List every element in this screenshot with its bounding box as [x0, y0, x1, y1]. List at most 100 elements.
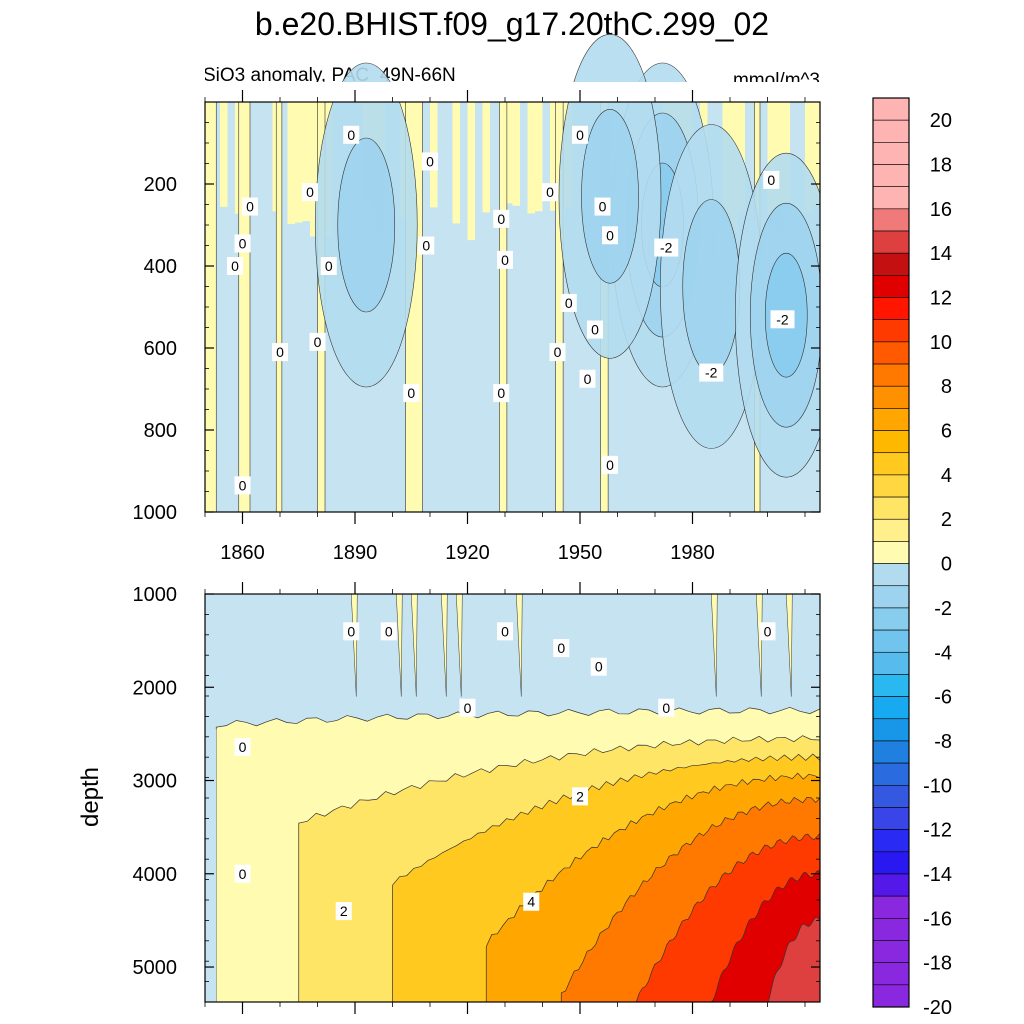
contour-label-box — [602, 226, 618, 245]
shallow-positive-patch — [452, 102, 460, 224]
contour-label: 0 — [497, 211, 505, 227]
colorbar-label: -14 — [923, 864, 952, 886]
contour-label: 0 — [239, 739, 247, 755]
x-tick-label: 1920 — [445, 542, 490, 564]
colorbar-segment — [872, 297, 910, 321]
colorbar-segment — [872, 186, 910, 210]
x-tick-label: 1890 — [333, 542, 378, 564]
colorbar-segment — [872, 430, 910, 454]
colorbar-segment — [872, 651, 910, 675]
colorbar-segment — [872, 718, 910, 742]
colorbar-segment — [872, 807, 910, 830]
mask-bottom — [205, 512, 820, 532]
contour-label: 2 — [576, 788, 584, 804]
contour-label: -2 — [660, 240, 673, 256]
negative-core-contour — [337, 137, 396, 313]
colorbar-segment — [872, 607, 910, 631]
colorbar-segment — [872, 164, 910, 187]
colorbar-label: 8 — [941, 376, 952, 398]
shallow-positive-patch — [527, 102, 535, 214]
contour-label-box — [335, 902, 352, 921]
x-tick-label: 1980 — [670, 542, 715, 564]
colorbar-label: 16 — [930, 199, 952, 221]
colorbar-segment — [872, 851, 910, 875]
y-tick-label: 800 — [144, 420, 177, 442]
contour-label-box — [560, 293, 577, 312]
colorbar-segment — [872, 762, 910, 786]
contour-label-box — [572, 125, 588, 144]
contour-label-box — [523, 892, 540, 911]
contour-label: 0 — [501, 623, 509, 639]
colorbar-label: -18 — [923, 953, 952, 975]
shallow-positive-patch — [550, 102, 558, 211]
colorbar-segment — [872, 518, 910, 542]
contour-label: 0 — [231, 258, 239, 274]
colorbar-label: -4 — [934, 642, 952, 664]
colorbar-label: 6 — [941, 421, 952, 443]
shallow-positive-patch — [805, 102, 813, 213]
contour-label: 0 — [501, 252, 509, 268]
shallow-positive-patch — [535, 102, 543, 212]
colorbar-label: 10 — [930, 332, 952, 354]
contour-label-box — [403, 384, 420, 403]
contour-label: 0 — [497, 385, 505, 401]
colorbar-segment — [872, 541, 910, 564]
positive-band — [238, 101, 251, 513]
colorbar-label: 20 — [930, 110, 952, 132]
contour-label: 0 — [325, 258, 333, 274]
contour-label-box — [343, 622, 360, 641]
contour-label-box — [234, 476, 251, 495]
colorbar-segment — [872, 275, 910, 298]
colorbar-segment — [872, 230, 910, 254]
contour-label-box — [542, 183, 558, 202]
colorbar-segment — [872, 341, 910, 365]
colorbar-segment — [872, 496, 910, 520]
shallow-positive-patch — [812, 102, 820, 206]
contour-label: 0 — [599, 199, 607, 215]
y-tick-label: 5000 — [133, 957, 178, 979]
contour-label-box — [549, 343, 566, 362]
upper-panel: 200 400 600 800 1000 1860 1890 1920 1950 1980 0 0 0 0… — [0, 34, 860, 564]
colorbar-segment — [872, 873, 910, 897]
chart-title: b.e20.BHIST.f09_g17.20thC.299_02 — [255, 6, 769, 42]
colorbar-segment — [872, 563, 910, 587]
contour-label: 0 — [464, 700, 472, 716]
positive-contour-level — [767, 917, 821, 1003]
colorbar-segment — [872, 962, 910, 986]
contour-label: -2 — [705, 365, 718, 381]
shallow-positive-patch — [295, 102, 303, 223]
contour-label-box — [497, 622, 513, 641]
contour-label: 0 — [662, 700, 670, 716]
contour-label-box — [418, 236, 435, 255]
shallow-positive-patch — [505, 102, 513, 204]
colorbar-label: -20 — [923, 997, 952, 1019]
mask-right — [820, 62, 860, 552]
contour-label: 0 — [557, 640, 565, 656]
contour-label: 0 — [584, 371, 592, 387]
colorbar-label: 14 — [930, 243, 952, 265]
colorbar-segment — [872, 208, 910, 232]
colorbar-label: -10 — [923, 775, 952, 797]
colorbar-segment — [872, 474, 910, 498]
colorbar-label: -6 — [934, 687, 952, 709]
contour-label: 2 — [340, 903, 348, 919]
contour-label: 0 — [246, 199, 254, 215]
contour-label: 0 — [347, 623, 355, 639]
lower-ylabel: depth — [77, 767, 104, 827]
colorbar-segment — [872, 895, 910, 919]
shallow-positive-patch — [302, 102, 310, 222]
contour-label-box — [602, 455, 618, 474]
contour-label-box — [320, 257, 337, 275]
positive-band — [499, 101, 508, 513]
contour-label: 0 — [276, 344, 284, 360]
contour-label-box — [770, 310, 795, 329]
contour-label: 0 — [576, 127, 584, 143]
contour-label: 0 — [239, 477, 247, 493]
contour-label: 0 — [239, 866, 247, 882]
contour-label-box — [234, 234, 251, 253]
contour-label: 0 — [595, 659, 603, 675]
colorbar-label: 12 — [930, 288, 952, 310]
lower-panel: 1000 2000 3000 4000 5000 0 0 0 0 0 0 0 0 0 0 2 2 4 — [133, 574, 821, 1014]
contour-label: 0 — [422, 238, 430, 254]
contour-label-box — [594, 197, 611, 216]
